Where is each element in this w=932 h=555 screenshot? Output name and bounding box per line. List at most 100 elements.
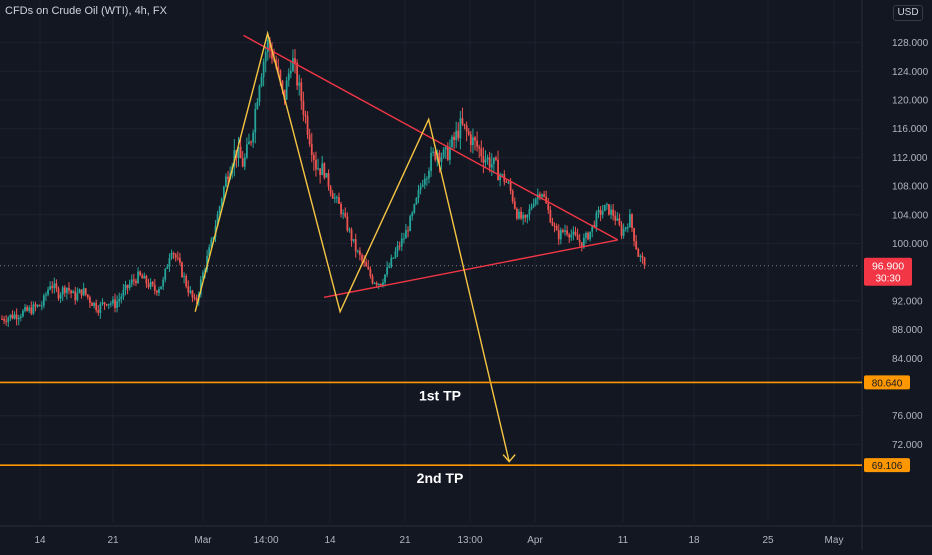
candle-body	[292, 58, 294, 71]
candle-body	[377, 283, 380, 285]
candle-body	[15, 314, 18, 320]
triangle-upper-trendline[interactable]	[243, 34, 619, 241]
candle-body	[128, 283, 131, 288]
candle-body	[304, 114, 307, 117]
candle-body	[99, 304, 102, 313]
candle-body	[488, 157, 491, 168]
candle-body	[218, 206, 221, 215]
candle-body	[415, 197, 418, 205]
candle-body	[562, 229, 564, 232]
candle-body	[116, 301, 119, 308]
candle-body	[620, 224, 623, 236]
candle-body	[325, 173, 328, 178]
candle-body	[356, 250, 359, 252]
candle-body	[530, 206, 533, 209]
candle-body	[166, 266, 169, 269]
symbol-title[interactable]: CFDs on Crude Oil (WTI), 4h, FX	[5, 5, 167, 17]
candle-body	[5, 320, 8, 322]
candle-body	[306, 116, 309, 135]
candle-body	[379, 283, 382, 286]
candle-body	[384, 274, 386, 283]
candle-body	[105, 304, 108, 306]
candle-body	[344, 213, 347, 217]
candle-body	[260, 76, 263, 87]
candle-body	[76, 293, 79, 301]
candle-body	[407, 230, 409, 232]
candle-body	[220, 198, 223, 207]
candle-body	[84, 288, 87, 295]
candle-body	[572, 231, 575, 235]
candle-body	[91, 302, 93, 306]
candle-body	[566, 230, 569, 235]
candle-body	[392, 257, 395, 259]
candle-body	[501, 174, 504, 176]
candle-body	[149, 282, 152, 288]
candle-body	[285, 80, 288, 100]
candle-body	[495, 157, 497, 160]
candle-body	[635, 241, 638, 250]
bar-countdown: 30:30	[875, 274, 900, 285]
candle-body	[633, 228, 635, 242]
candle-body	[626, 227, 629, 229]
candle-body	[59, 294, 62, 299]
currency-selector[interactable]: USD	[893, 5, 923, 21]
x-axis[interactable]: 14 21 Mar 14:00 14 21 13:00 Apr 11 18 25 May	[34, 535, 843, 546]
candle-body	[405, 230, 407, 239]
candle-body	[164, 268, 167, 280]
candle-body	[120, 296, 123, 299]
candle-body	[97, 309, 100, 313]
candle-body	[643, 257, 646, 266]
candle-body	[139, 271, 142, 276]
candle-body	[294, 58, 296, 63]
candle-body	[103, 302, 106, 305]
candle-body	[135, 280, 137, 284]
candle-body	[68, 287, 70, 291]
candle-body	[449, 146, 451, 160]
y-axis[interactable]: 128.000 124.000 120.000 116.000 112.000 108.0…	[892, 38, 929, 451]
candle-body	[248, 141, 250, 145]
candle-body	[289, 70, 292, 74]
candle-body	[557, 230, 560, 240]
y-tick-label: 120.000	[892, 96, 929, 107]
candle-body	[474, 137, 476, 141]
candle-body	[639, 255, 642, 257]
candle-body	[593, 224, 596, 228]
candle-body	[340, 203, 342, 215]
candle-body	[22, 310, 24, 317]
candle-body	[30, 307, 33, 314]
candle-body	[631, 214, 633, 229]
candle-body	[283, 89, 286, 100]
tp-levels[interactable]: 1st TP 80.640 2nd TP 69.106	[0, 375, 910, 486]
tp-price-tag	[864, 458, 910, 473]
candle-body	[359, 250, 361, 256]
candle-body	[122, 289, 125, 297]
candle-body	[490, 163, 493, 168]
candle-body	[480, 148, 483, 157]
triangle-lower-trendline[interactable]	[323, 239, 618, 298]
tp-price-value: 69.106	[872, 461, 903, 472]
candle-body	[333, 197, 336, 199]
candle-body	[7, 317, 10, 322]
candle-body	[279, 70, 282, 81]
candle-body	[49, 286, 52, 290]
candle-body	[72, 291, 75, 294]
candle-body	[32, 304, 35, 314]
candle-body	[463, 124, 466, 126]
candle-body	[618, 218, 621, 225]
candle-body	[499, 174, 502, 181]
candle-body	[338, 197, 340, 204]
x-tick-label: 21	[399, 535, 411, 546]
zigzag-projection[interactable]	[194, 30, 510, 462]
candle-body	[413, 204, 416, 213]
candle-body	[243, 157, 246, 167]
candle-body	[258, 86, 261, 103]
candle-body	[637, 249, 640, 257]
candle-body	[206, 255, 209, 270]
candle-body	[264, 51, 267, 63]
candle-body	[298, 82, 301, 86]
candle-body	[622, 229, 625, 236]
candle-body	[582, 237, 585, 248]
candle-body	[476, 140, 479, 147]
